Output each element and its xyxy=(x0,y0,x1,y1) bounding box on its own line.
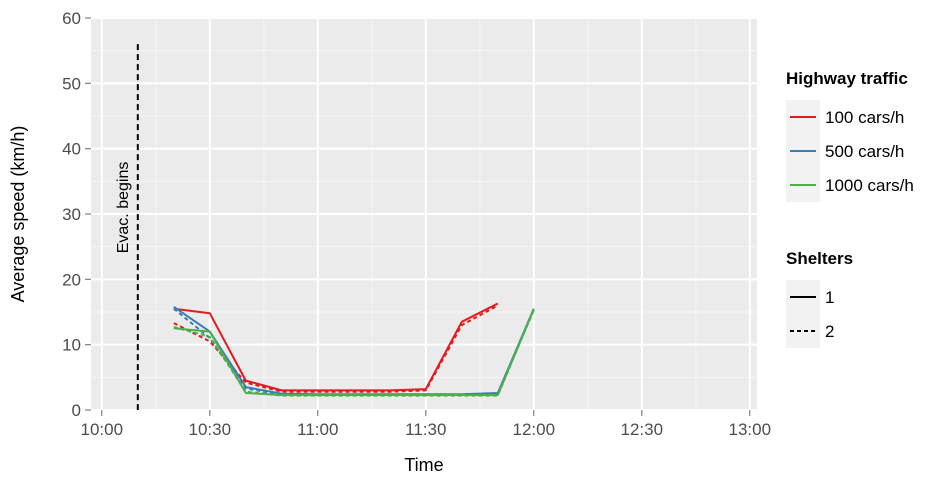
y-tick-label: 10 xyxy=(62,336,81,355)
y-tick-label: 20 xyxy=(62,270,81,289)
x-tick-label: 12:30 xyxy=(621,420,664,439)
grid-major xyxy=(91,17,757,411)
x-tick-label: 11:00 xyxy=(297,420,338,439)
x-tick-label: 10:00 xyxy=(81,420,124,439)
annotation-layer: Evac. begins xyxy=(115,44,139,410)
evac-label: Evac. begins xyxy=(115,162,132,254)
y-tick-label: 40 xyxy=(62,140,81,159)
legend-shelters-label: 1 xyxy=(825,288,834,307)
series-line xyxy=(173,302,499,392)
legend-shelters-label: 2 xyxy=(825,322,834,341)
y-tick-label: 50 xyxy=(62,74,81,93)
y-tick-label: 0 xyxy=(72,401,81,420)
legend-traffic-label: 100 cars/h xyxy=(825,108,904,127)
x-axis-label: Time xyxy=(404,455,443,475)
y-tick-label: 30 xyxy=(62,205,81,224)
series-line xyxy=(173,309,535,397)
x-tick-label: 13:00 xyxy=(729,420,772,439)
legend-shelters: Shelters 1 2 xyxy=(786,249,853,348)
legend-traffic-label: 1000 cars/h xyxy=(825,176,914,195)
x-tick-label: 11:30 xyxy=(405,420,446,439)
x-tick-label: 12:00 xyxy=(513,420,556,439)
legend-traffic: Highway traffic 100 cars/h 500 cars/h 1000… xyxy=(786,69,914,202)
x-tick-label: 10:30 xyxy=(189,420,232,439)
y-tick-label: 60 xyxy=(62,9,81,28)
axes: 10:00 10:30 11:00 11:30 12:00 12:30 13:00 0 10 20… xyxy=(62,9,771,439)
legend-traffic-label: 500 cars/h xyxy=(825,142,904,161)
y-axis-label: Average speed (km/h) xyxy=(8,126,28,303)
legend-traffic-title: Highway traffic xyxy=(786,69,908,88)
legend-shelters-title: Shelters xyxy=(786,249,853,268)
series-layer xyxy=(173,302,535,397)
